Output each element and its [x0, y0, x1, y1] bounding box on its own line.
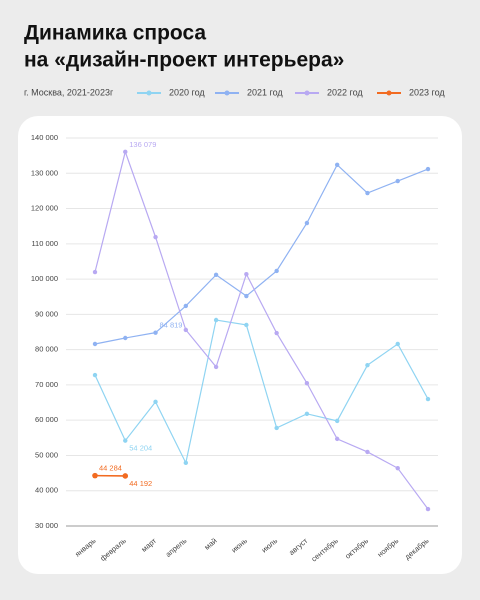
data-point [304, 220, 310, 226]
y-tick-label: 130 000 [31, 168, 58, 177]
y-tick-label: 70 000 [35, 380, 58, 389]
title: Динамика спроса [24, 22, 206, 45]
series-line [94, 163, 429, 345]
data-point [213, 317, 219, 323]
y-tick-label: 100 000 [31, 274, 58, 283]
data-point [123, 149, 128, 155]
data-point [365, 449, 370, 455]
data-point [304, 380, 310, 386]
data-label: 44 192 [129, 479, 152, 488]
data-point [395, 341, 400, 347]
data-point [365, 362, 370, 368]
data-label: 54 204 [129, 444, 152, 453]
data-point [365, 190, 370, 196]
series-line [94, 319, 429, 465]
data-label: 136 079 [129, 140, 156, 149]
title: на «дизайн-проект интерьера» [24, 49, 344, 72]
data-point [244, 293, 249, 299]
series-line [94, 149, 429, 510]
legend-swatch [386, 90, 392, 96]
data-point [244, 322, 249, 328]
data-point [123, 438, 128, 443]
legend-label: 2020 год [169, 87, 205, 97]
data-point [425, 396, 431, 402]
data-point [304, 411, 310, 417]
legend-label: 2021 год [247, 87, 283, 97]
data-point [153, 399, 158, 405]
data-point [123, 335, 128, 341]
data-point [334, 162, 340, 168]
data-point [92, 472, 98, 479]
data-point [92, 372, 98, 378]
y-tick-label: 30 000 [35, 521, 58, 530]
y-tick-label: 80 000 [35, 345, 58, 354]
data-point [183, 327, 189, 333]
data-point [153, 330, 158, 335]
data-point [274, 268, 279, 274]
data-point [274, 330, 279, 336]
data-point [153, 234, 158, 240]
y-tick-label: 110 000 [31, 239, 58, 248]
data-point [213, 272, 219, 278]
data-point [183, 303, 189, 309]
data-point [213, 364, 219, 370]
y-tick-label: 50 000 [35, 450, 58, 459]
data-label: 84 819 [160, 321, 183, 330]
data-point [92, 341, 98, 347]
y-tick-label: 40 000 [35, 486, 58, 495]
data-point [244, 271, 249, 277]
legend-swatch [224, 90, 230, 96]
data-label: 44 284 [99, 464, 122, 473]
data-point [425, 506, 431, 512]
subtitle: г. Москва, 2021-2023г [24, 87, 114, 97]
legend-label: 2022 год [327, 87, 363, 97]
y-tick-label: 120 000 [31, 204, 58, 213]
y-tick-label: 60 000 [35, 415, 58, 424]
y-tick-label: 140 000 [31, 133, 58, 142]
data-point [92, 269, 98, 275]
y-tick-label: 90 000 [35, 309, 58, 318]
data-point [395, 178, 400, 184]
data-point [183, 460, 189, 466]
data-point [122, 473, 129, 479]
data-point [425, 166, 431, 172]
data-point [334, 418, 340, 424]
data-point [334, 436, 340, 442]
legend-label: 2023 год [409, 87, 445, 97]
legend-swatch [304, 90, 310, 96]
legend-swatch [146, 90, 152, 96]
card [18, 116, 462, 574]
data-point [395, 465, 400, 471]
data-point [274, 425, 279, 431]
